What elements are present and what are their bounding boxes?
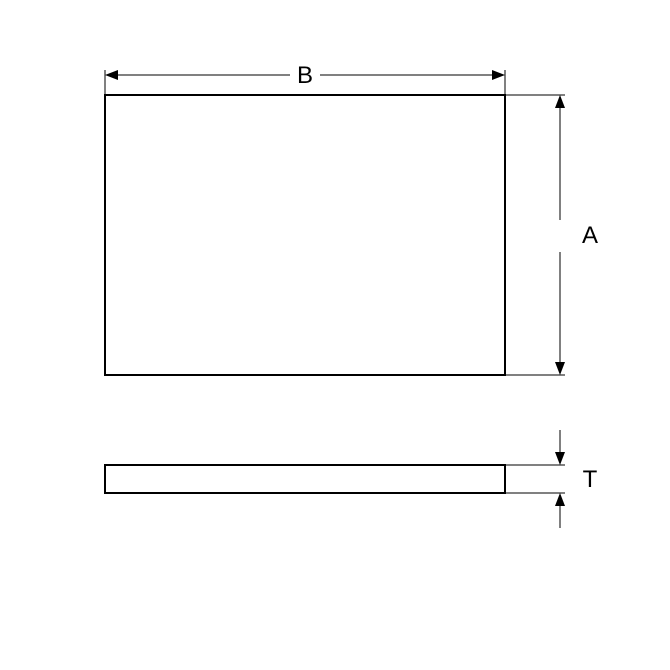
dimension-diagram: B A T [0, 0, 670, 670]
arrowhead-right-icon [492, 70, 505, 80]
arrowhead-left-icon [105, 70, 118, 80]
top-rectangle [105, 95, 505, 375]
bottom-rectangle [105, 465, 505, 493]
dimension-T: T [505, 430, 598, 528]
arrowhead-down-icon [555, 362, 565, 375]
arrowhead-up-icon [555, 95, 565, 108]
arrowhead-down-icon [555, 452, 565, 465]
dimension-B-label: B [297, 62, 313, 89]
arrowhead-up-icon [555, 493, 565, 506]
dimension-T-label: T [583, 466, 598, 493]
dimension-A-label: A [582, 222, 598, 249]
dimension-B: B [105, 62, 505, 95]
dimension-A: A [505, 95, 598, 375]
